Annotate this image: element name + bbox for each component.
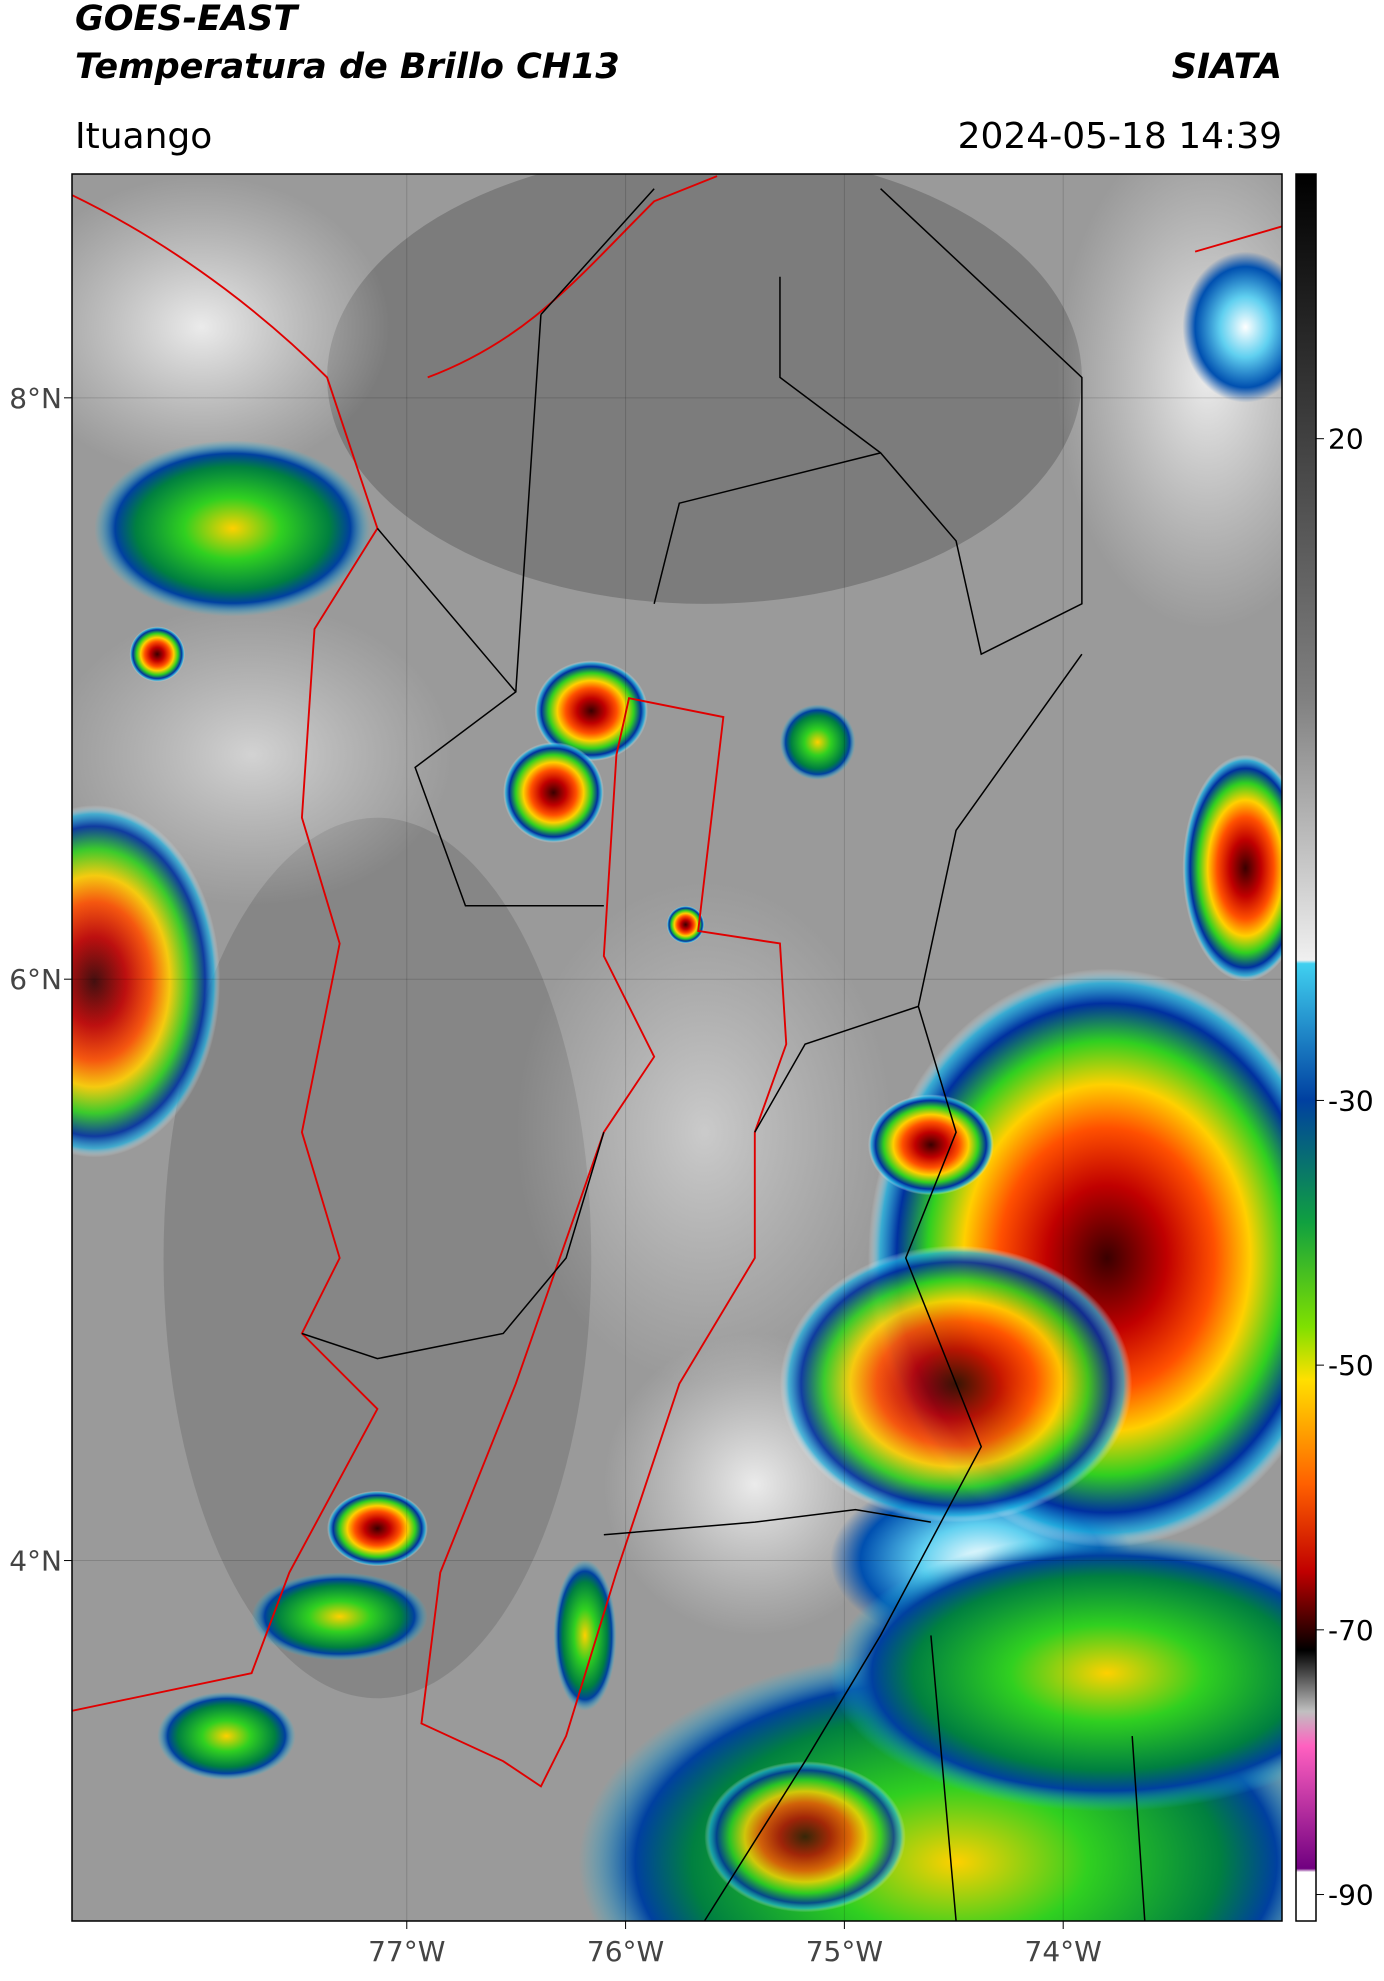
datetime: 2024-05-18 14:39 <box>958 116 1282 157</box>
graticule <box>72 174 1282 1921</box>
colorbar-tick-label: -30 <box>1328 1084 1374 1117</box>
colorbar-tick-label: -70 <box>1328 1614 1374 1647</box>
lon-tick-label: 74°W <box>1025 1935 1102 1968</box>
lon-tick-label: 77°W <box>368 1935 445 1968</box>
lon-tick-label: 75°W <box>806 1935 883 1968</box>
location: Ituango <box>75 116 212 157</box>
colorbar-tick-label: 20 <box>1328 423 1364 456</box>
colorbar <box>1295 173 1317 1922</box>
lat-tick-label: 6°N <box>9 963 62 996</box>
lat-tick-label: 8°N <box>9 382 62 415</box>
subtitle: Temperatura de Brillo CH13 <box>75 47 620 87</box>
title: GOES-EAST <box>75 0 300 39</box>
map-frame <box>71 173 1283 1922</box>
lat-tick-label: 4°N <box>9 1545 62 1578</box>
colorbar-tick-label: -90 <box>1328 1879 1374 1912</box>
lon-tick-label: 76°W <box>587 1935 664 1968</box>
satellite-image <box>72 174 1282 1921</box>
source: SIATA <box>1172 47 1282 87</box>
colorbar-tick-label: -50 <box>1328 1349 1374 1382</box>
